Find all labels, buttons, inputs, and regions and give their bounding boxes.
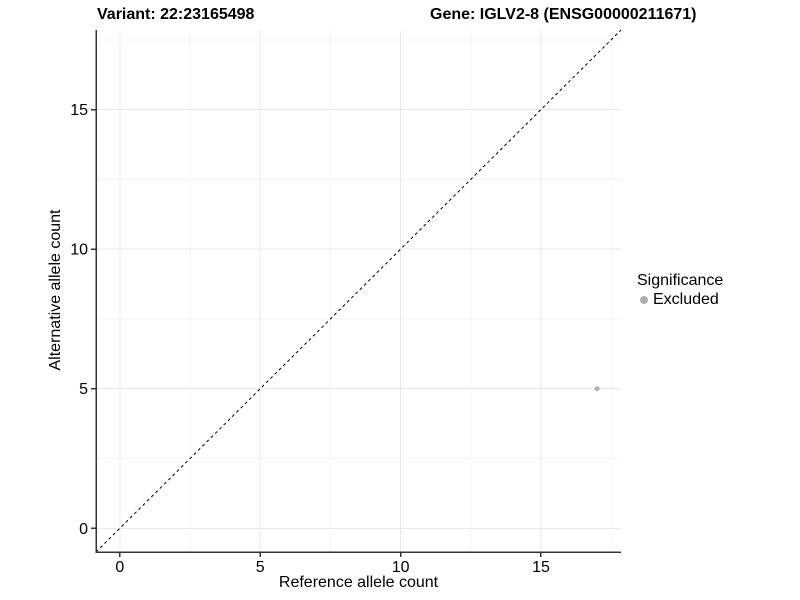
data-point xyxy=(594,386,600,392)
y-tick-label: 15 xyxy=(70,102,88,119)
x-tick-label: 10 xyxy=(392,559,410,576)
x-tick-label: 0 xyxy=(115,559,124,576)
y-tick-label: 5 xyxy=(79,381,88,398)
identity-reference-line xyxy=(95,29,622,553)
y-axis-title: Alternative allele count xyxy=(47,209,64,371)
legend-entry-label: Excluded xyxy=(653,291,719,308)
legend-title: Significance xyxy=(637,272,724,289)
legend-entry: Excluded xyxy=(637,291,723,309)
x-tick-label: 15 xyxy=(532,559,550,576)
legend-entries: Excluded xyxy=(637,291,723,309)
y-tick-label: 0 xyxy=(79,521,88,538)
legend-key-dot-icon xyxy=(640,296,648,304)
gene-title: Gene: IGLV2-8 (ENSG00000211671) xyxy=(430,6,697,23)
variant-title: Variant: 22:23165498 xyxy=(97,6,255,23)
y-tick-label: 10 xyxy=(70,242,88,259)
x-tick-label: 5 xyxy=(256,559,265,576)
legend: Significance Excluded xyxy=(637,271,723,309)
x-axis-title: Reference allele count xyxy=(278,574,439,591)
